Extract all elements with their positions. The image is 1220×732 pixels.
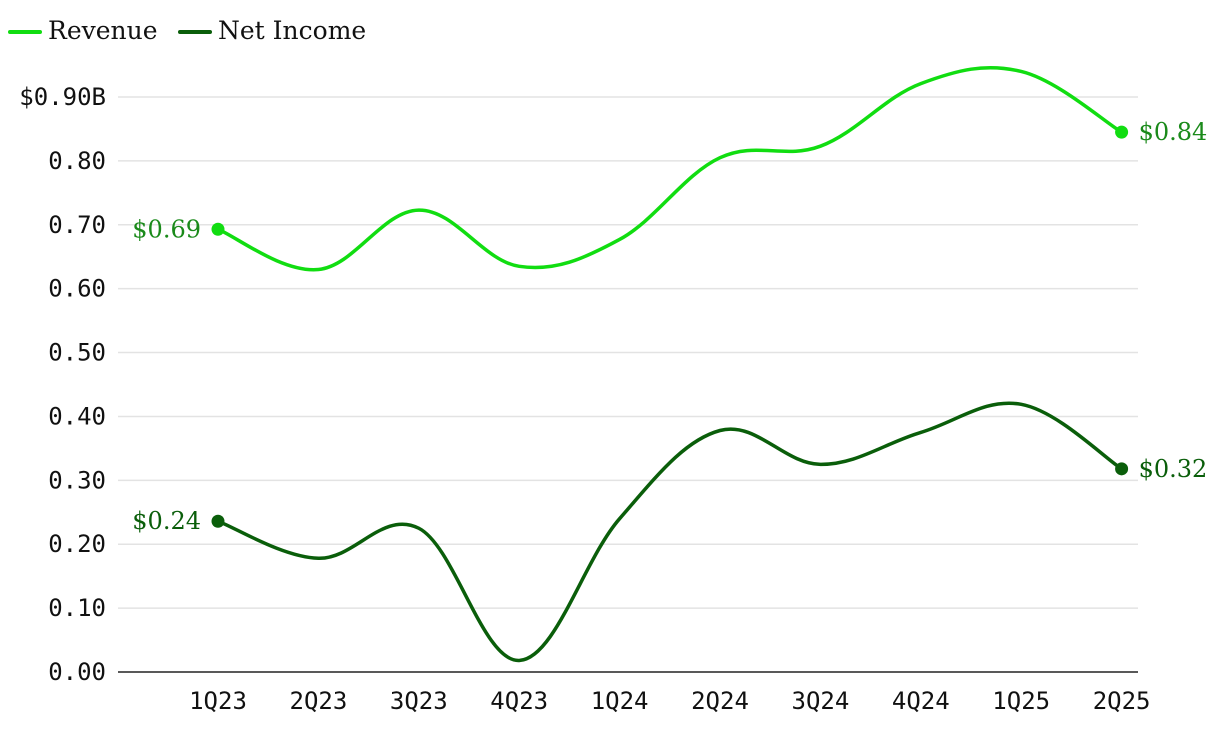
y-tick-label: 0.30 <box>48 466 106 494</box>
series-group: $0.69 $0.84 $0.24 $0.32 <box>132 65 1208 663</box>
legend-item-revenue: Revenue <box>8 16 158 45</box>
legend-label-revenue: Revenue <box>48 16 158 45</box>
series-net-income: $0.24 $0.32 <box>132 401 1208 663</box>
y-tick-label: 0.50 <box>48 339 106 367</box>
end-point-revenue <box>1115 125 1129 139</box>
y-tick-label: 0.40 <box>48 402 106 430</box>
x-tick-label: 1Q24 <box>591 687 649 715</box>
grid-lines <box>118 96 1138 609</box>
legend-label-net-income: Net Income <box>218 16 366 45</box>
x-tick-label: 2Q23 <box>290 687 348 715</box>
series-line-revenue <box>216 65 1124 272</box>
end-label-net-income: $0.32 <box>1139 455 1208 483</box>
x-tick-label: 2Q25 <box>1093 687 1151 715</box>
x-tick-label: 3Q23 <box>390 687 448 715</box>
x-tick-label: 4Q23 <box>490 687 548 715</box>
y-tick-label: 0.70 <box>48 211 106 239</box>
end-point-net-income <box>1115 462 1129 476</box>
y-tick-label: 0.00 <box>48 658 106 686</box>
x-axis-ticks: 1Q23 2Q23 3Q23 4Q23 1Q24 2Q24 3Q24 4Q24 1Q25 2Q25 <box>189 687 1150 715</box>
x-tick-label: 2Q24 <box>691 687 749 715</box>
x-tick-label: 1Q23 <box>189 687 247 715</box>
start-point-revenue <box>211 222 225 236</box>
start-point-net-income <box>211 514 225 528</box>
y-tick-label: 0.60 <box>48 275 106 303</box>
legend: Revenue Net Income <box>8 16 366 45</box>
y-tick-label: 0.10 <box>48 594 106 622</box>
end-label-revenue: $0.84 <box>1139 118 1208 146</box>
series-line-net-income <box>216 401 1124 663</box>
y-axis-ticks: $0.90B 0.80 0.70 0.60 0.50 0.40 0.30 0.20 0.10 0.… <box>19 83 106 686</box>
series-revenue: $0.69 $0.84 <box>132 65 1208 272</box>
start-label-revenue: $0.69 <box>132 215 201 243</box>
y-tick-label: 0.80 <box>48 147 106 175</box>
start-label-net-income: $0.24 <box>132 507 201 535</box>
x-tick-label: 3Q24 <box>792 687 850 715</box>
y-tick-label: 0.20 <box>48 530 106 558</box>
legend-item-net-income: Net Income <box>178 16 366 45</box>
x-tick-label: 1Q25 <box>992 687 1050 715</box>
x-tick-label: 4Q24 <box>892 687 950 715</box>
y-tick-label: $0.90B <box>19 83 106 111</box>
